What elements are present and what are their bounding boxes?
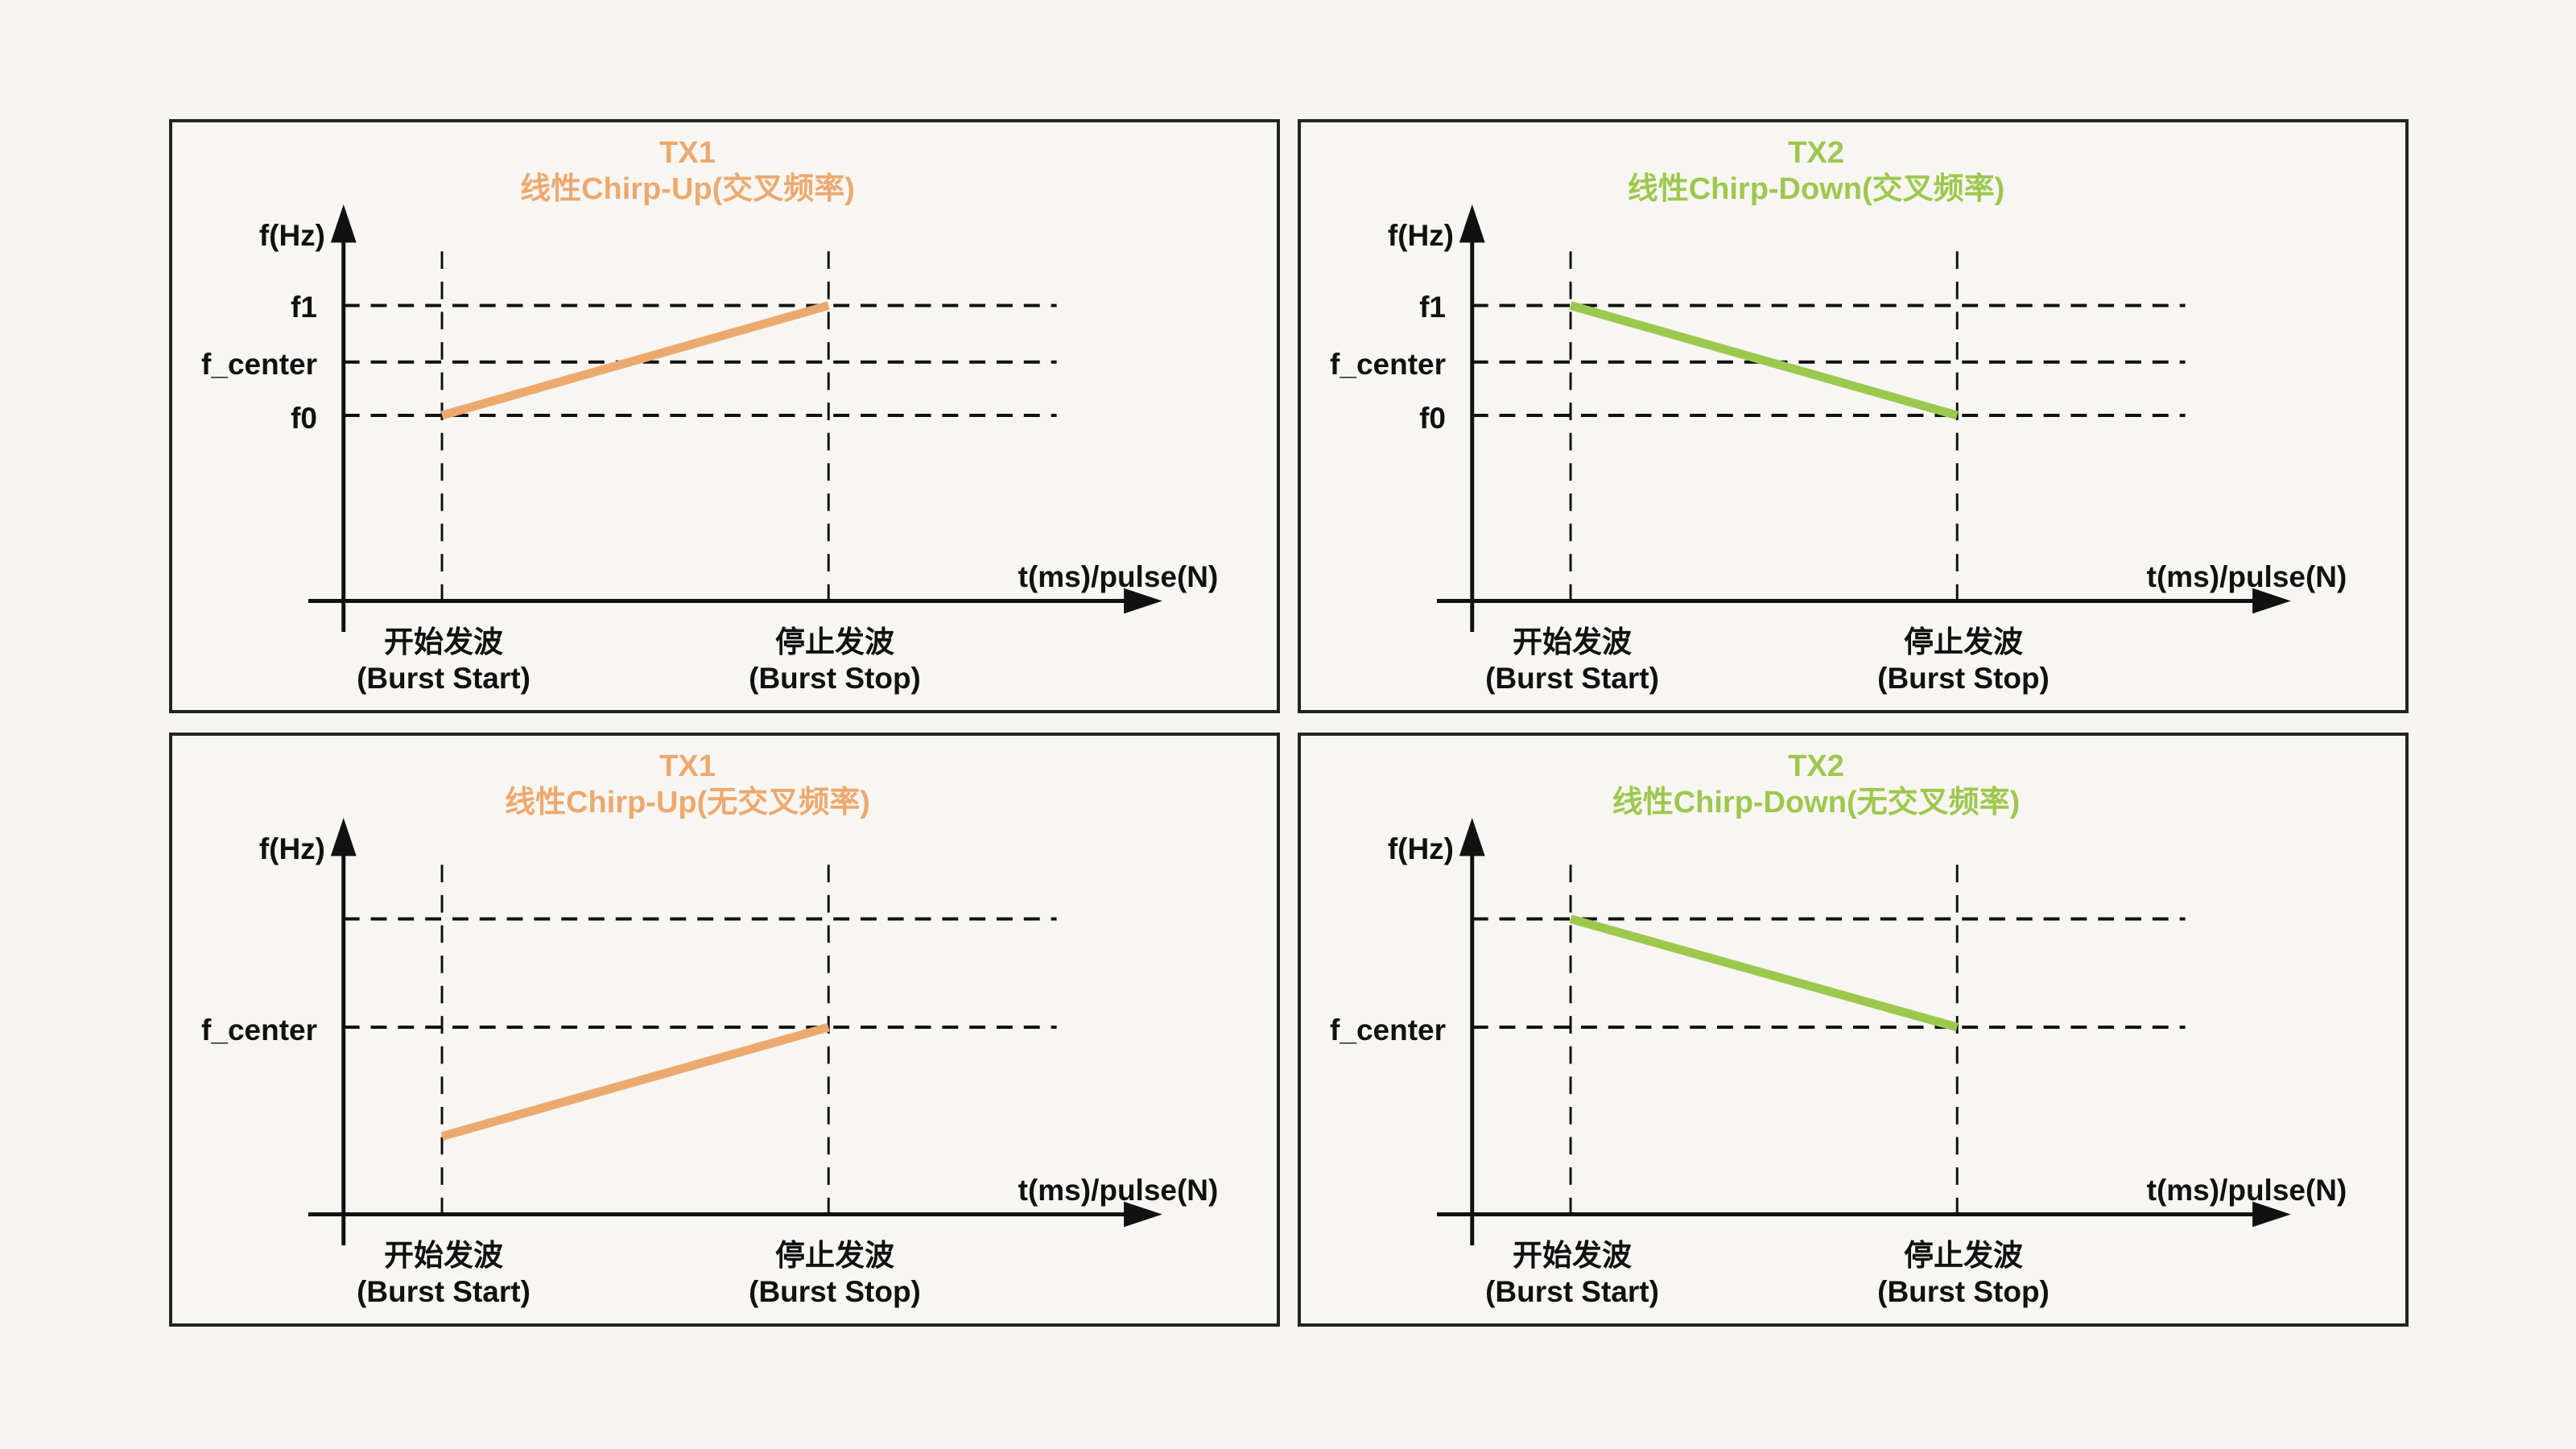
burst-start-tick: 开始发波 (Burst Start): [1403, 624, 1741, 696]
panel-title-desc: 线性Chirp-Up(无交叉频率): [505, 786, 870, 819]
burst-start-tick: 开始发波 (Burst Start): [275, 1237, 613, 1310]
panel-title-tx: TX1: [659, 749, 716, 783]
chirp-plot: [308, 204, 1162, 633]
panel-tx1-chirp-up-crossed: TX1 线性Chirp-Up(交叉频率) f(Hz) t(ms)/pulse(N…: [169, 119, 1280, 713]
burst-start-tick: 开始发波 (Burst Start): [275, 624, 613, 696]
freq-level-label: f_center: [1330, 348, 1446, 381]
x-axis-label: t(ms)/pulse(N): [2146, 560, 2347, 593]
panel-tx2-chirp-down-no-cross: TX2 线性Chirp-Down(无交叉频率) f(Hz) t(ms)/puls…: [1298, 733, 2409, 1327]
freq-level-labels: f1 f_center f0: [172, 122, 320, 710]
panel-title: TX1 线性Chirp-Up(无交叉频率): [172, 749, 1203, 821]
burst-start-label-en: (Burst Start): [1485, 662, 1659, 695]
burst-stop-tick: 停止发波 (Burst Stop): [1794, 1237, 2132, 1310]
panel-title-desc: 线性Chirp-Up(交叉频率): [520, 172, 855, 206]
burst-start-label-zh: 开始发波: [384, 1239, 503, 1272]
freq-level-label: f_center: [201, 1013, 317, 1046]
panel-tx2-chirp-down-crossed: TX2 线性Chirp-Down(交叉频率) f(Hz) t(ms)/pulse…: [1298, 119, 2409, 713]
freq-level-labels: f_center: [1301, 736, 1449, 1323]
x-axis-label: t(ms)/pulse(N): [1018, 1174, 1219, 1207]
freq-level-label: f_center: [201, 348, 317, 381]
freq-level-label: f0: [291, 402, 317, 435]
burst-stop-label-en: (Burst Stop): [749, 662, 921, 695]
burst-start-label-zh: 开始发波: [1513, 1239, 1632, 1272]
x-axis-label: t(ms)/pulse(N): [1018, 560, 1219, 593]
burst-stop-label-en: (Burst Stop): [1877, 662, 2050, 695]
chirp-plot: [308, 817, 1162, 1246]
y-axis-label: f(Hz): [258, 832, 325, 865]
burst-stop-label-zh: 停止发波: [775, 1239, 894, 1272]
burst-stop-label-zh: 停止发波: [775, 625, 894, 658]
y-axis-label: f(Hz): [1387, 832, 1454, 865]
freq-level-labels: f1 f_center f0: [1301, 122, 1449, 710]
freq-level-label: f1: [291, 291, 317, 324]
burst-start-label-zh: 开始发波: [1513, 625, 1632, 658]
burst-start-tick: 开始发波 (Burst Start): [1403, 1237, 1741, 1310]
freq-level-label: f1: [1419, 291, 1446, 324]
chirp-plot: [1437, 817, 2291, 1246]
panel-title-desc: 线性Chirp-Down(交叉频率): [1627, 172, 2005, 206]
burst-start-label-zh: 开始发波: [384, 625, 503, 658]
freq-level-label: f_center: [1330, 1013, 1446, 1046]
burst-start-label-en: (Burst Start): [357, 1275, 530, 1308]
burst-stop-tick: 停止发波 (Burst Stop): [666, 1237, 1004, 1310]
burst-start-label-en: (Burst Start): [357, 662, 530, 695]
freq-level-label: f0: [1419, 402, 1446, 435]
panel-title: TX2 线性Chirp-Down(无交叉频率): [1301, 749, 2331, 821]
freq-level-labels: f_center: [172, 736, 320, 1323]
burst-start-label-en: (Burst Start): [1485, 1275, 1659, 1308]
panel-title: TX1 线性Chirp-Up(交叉频率): [172, 135, 1203, 208]
burst-stop-tick: 停止发波 (Burst Stop): [1794, 624, 2132, 696]
burst-stop-label-zh: 停止发波: [1904, 625, 2023, 658]
burst-stop-label-en: (Burst Stop): [749, 1275, 921, 1308]
panel-title: TX2 线性Chirp-Down(交叉频率): [1301, 135, 2331, 208]
y-axis-label: f(Hz): [258, 219, 325, 252]
burst-stop-label-en: (Burst Stop): [1877, 1275, 2050, 1308]
panel-title-desc: 线性Chirp-Down(无交叉频率): [1612, 786, 2021, 819]
panel-title-tx: TX2: [1788, 136, 1844, 170]
burst-stop-tick: 停止发波 (Burst Stop): [666, 624, 1004, 696]
x-axis-label: t(ms)/pulse(N): [2146, 1174, 2347, 1207]
chirp-plot: [1437, 204, 2291, 633]
panel-title-tx: TX2: [1788, 749, 1844, 783]
y-axis-label: f(Hz): [1387, 219, 1454, 252]
burst-stop-label-zh: 停止发波: [1904, 1239, 2023, 1272]
panel-title-tx: TX1: [659, 136, 716, 170]
panel-tx1-chirp-up-no-cross: TX1 线性Chirp-Up(无交叉频率) f(Hz) t(ms)/pulse(…: [169, 733, 1280, 1327]
